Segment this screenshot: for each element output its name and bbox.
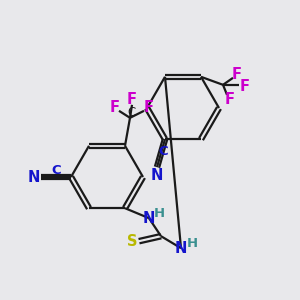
Text: C: C	[51, 164, 61, 176]
Text: N: N	[151, 168, 163, 183]
Text: N: N	[175, 241, 187, 256]
Text: F: F	[144, 100, 154, 115]
Text: F: F	[225, 92, 235, 107]
Text: C: C	[128, 106, 136, 119]
Text: H: H	[153, 207, 165, 220]
Text: F: F	[232, 67, 242, 82]
Text: F: F	[110, 100, 120, 115]
Text: C: C	[158, 145, 168, 158]
Text: S: S	[127, 234, 137, 249]
Text: F: F	[240, 79, 250, 94]
Text: N: N	[143, 211, 155, 226]
Text: F: F	[127, 92, 137, 107]
Text: H: H	[186, 237, 198, 250]
Text: N: N	[28, 169, 40, 184]
